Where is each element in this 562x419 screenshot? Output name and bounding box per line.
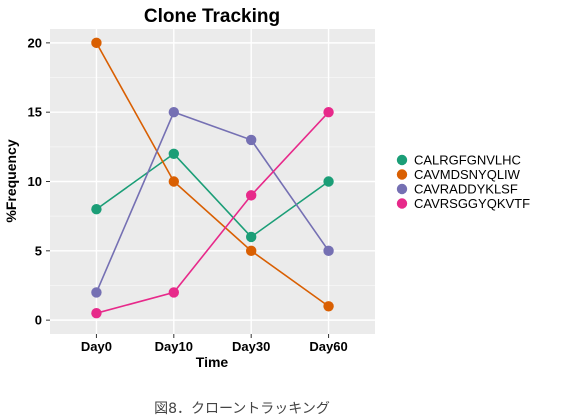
series-points <box>91 37 334 319</box>
x-tick-label: Day60 <box>309 339 347 354</box>
x-tick-label: Day0 <box>81 339 112 354</box>
data-point <box>245 231 257 243</box>
data-point <box>91 308 102 319</box>
legend-key <box>396 154 408 166</box>
data-point <box>323 301 334 312</box>
data-point <box>91 287 102 298</box>
data-point <box>323 106 334 118</box>
y-tick-label: 0 <box>35 313 42 328</box>
y-tick-label: 5 <box>35 243 42 258</box>
data-point <box>323 245 334 257</box>
data-point <box>168 106 180 118</box>
legend-key <box>396 183 408 195</box>
data-point <box>323 176 334 187</box>
data-point <box>245 190 257 201</box>
legend-key <box>396 169 408 180</box>
data-point <box>245 134 257 146</box>
x-tick-label: Day30 <box>232 339 270 354</box>
legend-label: CALRGFGNVLHC <box>414 153 521 168</box>
series-line <box>95 111 330 293</box>
figure-caption: 図8．クローントラッキング <box>154 401 330 417</box>
data-point <box>245 245 257 257</box>
data-point <box>168 176 180 187</box>
data-point <box>168 148 180 159</box>
legend-label: CAVRADDYKLSF <box>414 182 518 197</box>
series-line <box>95 42 330 307</box>
legend: CALRGFGNVLHCCAVMDSNYQLIWCAVRADDYKLSFCAVR… <box>396 153 530 211</box>
y-tick-label: 20 <box>28 35 42 50</box>
x-axis-ticks: Day0 Day10 Day30 Day60 <box>81 334 348 354</box>
series-line <box>96 111 330 314</box>
legend-key <box>396 198 408 209</box>
y-axis-ticks: 0 5 10 15 20 <box>28 35 50 328</box>
series-line <box>95 152 330 239</box>
x-axis-title: Time <box>196 354 229 370</box>
data-point <box>168 287 180 298</box>
y-tick-label: 10 <box>28 174 42 189</box>
y-axis-title: %Frequency <box>3 139 19 222</box>
legend-label: CAVMDSNYQLIW <box>414 167 521 182</box>
x-tick-label: Day10 <box>155 339 193 354</box>
data-point <box>91 37 102 49</box>
data-point <box>91 204 102 215</box>
series-lines <box>95 42 330 314</box>
legend-label: CAVRSGGYQKVTF <box>414 196 530 211</box>
y-tick-label: 15 <box>28 105 42 120</box>
chart-title: Clone Tracking <box>144 6 280 27</box>
